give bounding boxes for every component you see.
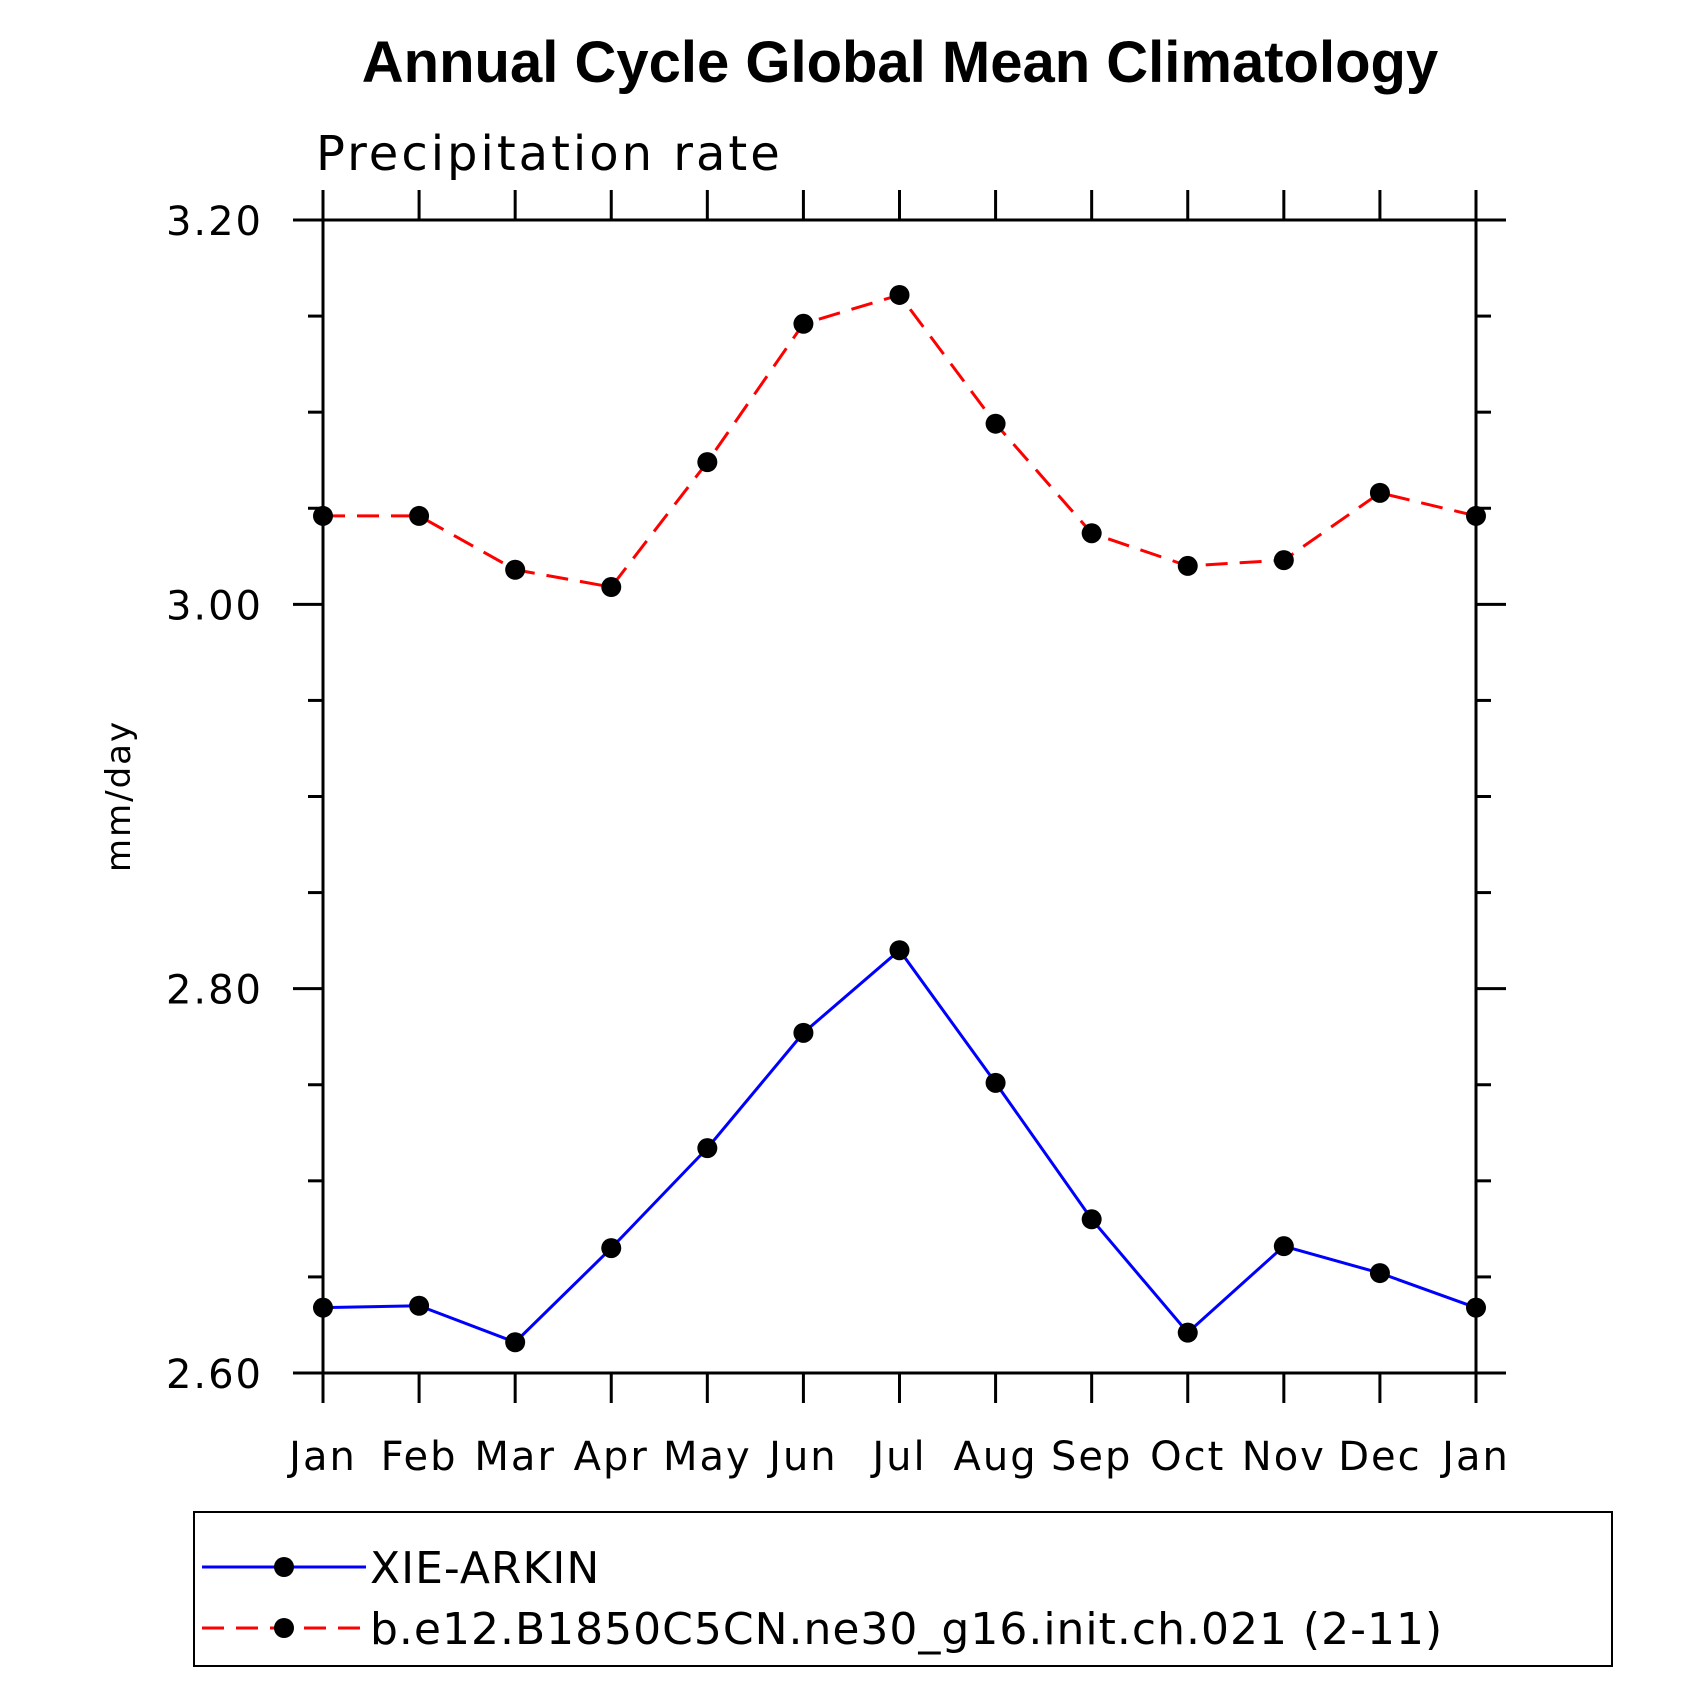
series-0-point — [889, 940, 910, 961]
series-1-point — [1081, 523, 1102, 544]
y-axis-label: mm/day — [99, 720, 139, 872]
x-tick-label: Apr — [574, 1434, 649, 1480]
legend-box — [193, 1511, 1613, 1667]
x-tick-label: Feb — [381, 1434, 458, 1480]
series-0-point — [313, 1297, 333, 1318]
x-tick-label: Dec — [1338, 1434, 1421, 1480]
series-1-point — [1273, 550, 1294, 571]
x-tick-label: Jan — [286, 1434, 357, 1480]
y-tick-label: 2.80 — [166, 968, 263, 1014]
plot-frame — [321, 218, 1478, 1375]
series-0-point — [1081, 1209, 1102, 1230]
series-1-point — [505, 559, 526, 580]
series-1-point — [1466, 505, 1486, 526]
series-0-point — [985, 1072, 1006, 1093]
series-1-point — [601, 577, 622, 598]
axis-ticks — [293, 190, 1506, 1403]
x-tick-label: Mar — [474, 1434, 555, 1480]
series-0-point — [601, 1238, 622, 1259]
series-1-point — [793, 313, 814, 334]
y-tick-label: 3.20 — [166, 199, 263, 245]
y-tick-label: 2.60 — [166, 1352, 263, 1398]
series-line-0 — [322, 948, 1477, 1344]
x-tick-label: May — [663, 1434, 752, 1480]
series-1-point — [985, 413, 1006, 434]
series-1-point — [409, 505, 430, 526]
x-tick-label: Jan — [1439, 1434, 1510, 1480]
x-tick-label: Aug — [954, 1434, 1038, 1480]
legend-label-0: XIE-ARKIN — [370, 1543, 600, 1594]
legend-marker-0 — [274, 1557, 294, 1577]
legend-marker-1 — [274, 1618, 294, 1638]
series-0-point — [1273, 1236, 1294, 1257]
series-0-point — [697, 1138, 718, 1159]
series-0-point — [409, 1295, 430, 1316]
legend-label-1: b.e12.B1850C5CN.ne30_g16.init.ch.021 (2-… — [370, 1604, 1443, 1655]
x-tick-label: Nov — [1242, 1434, 1326, 1480]
x-tick-label: Oct — [1150, 1434, 1225, 1480]
x-tick-label: Sep — [1051, 1434, 1132, 1480]
series-layer — [313, 284, 1486, 1353]
x-tick-label: Jul — [869, 1434, 926, 1480]
x-tick-labels: Jan Feb Mar Apr May Jun Jul Aug Sep Oct Nov Dec Jan — [286, 1434, 1510, 1480]
series-0-point — [1369, 1263, 1390, 1284]
series-1-point — [889, 284, 910, 305]
series-0-point — [1177, 1322, 1198, 1343]
series-1-point — [697, 452, 718, 473]
chart-subtitle: Precipitation rate — [316, 126, 783, 182]
series-1-point — [1369, 482, 1390, 503]
series-0-point — [1466, 1297, 1486, 1318]
series-0-point — [505, 1332, 526, 1353]
chart-title: Annual Cycle Global Mean Climatology — [362, 30, 1438, 95]
series-0-point — [793, 1022, 814, 1043]
x-tick-label: Jun — [766, 1434, 838, 1480]
series-1-point — [313, 505, 333, 526]
series-1-point — [1177, 555, 1198, 576]
y-tick-label: 3.00 — [166, 583, 263, 629]
series-line-1 — [323, 293, 1477, 589]
y-tick-labels: 2.60 2.80 3.00 3.20 — [166, 199, 263, 1398]
legend: XIE-ARKIN b.e12.B1850C5CN.ne30_g16.init.c… — [202, 1543, 1443, 1655]
